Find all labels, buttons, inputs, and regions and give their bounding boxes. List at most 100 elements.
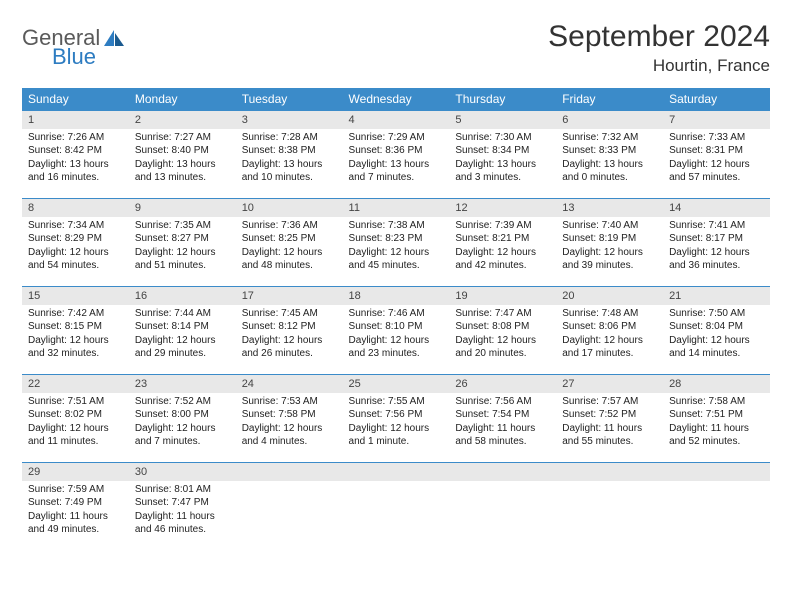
sunset-text: Sunset: 7:49 PM <box>28 496 123 510</box>
day-detail: Sunrise: 7:45 AMSunset: 8:12 PMDaylight:… <box>236 305 343 375</box>
day-number: 3 <box>236 111 343 129</box>
sunrise-text: Sunrise: 7:48 AM <box>562 307 657 321</box>
weekday-header-row: Sunday Monday Tuesday Wednesday Thursday… <box>22 88 770 111</box>
logo: General Blue <box>22 20 126 68</box>
day-number: 21 <box>663 287 770 305</box>
sunset-text: Sunset: 8:02 PM <box>28 408 123 422</box>
sunrise-text: Sunrise: 7:29 AM <box>349 131 444 145</box>
empty-day-detail <box>556 481 663 551</box>
sunrise-text: Sunrise: 7:50 AM <box>669 307 764 321</box>
daylight-line1: Daylight: 12 hours <box>242 246 337 260</box>
sunset-text: Sunset: 8:08 PM <box>455 320 550 334</box>
sunset-text: Sunset: 7:51 PM <box>669 408 764 422</box>
sunrise-text: Sunrise: 8:01 AM <box>135 483 230 497</box>
day-number: 15 <box>22 287 129 305</box>
day-number: 7 <box>663 111 770 129</box>
daylight-line2: and 20 minutes. <box>455 347 550 361</box>
sunset-text: Sunset: 8:12 PM <box>242 320 337 334</box>
daylight-line1: Daylight: 13 hours <box>455 158 550 172</box>
day-body-row: Sunrise: 7:42 AMSunset: 8:15 PM Daylight:… <box>22 305 770 375</box>
day-number: 27 <box>556 375 663 393</box>
day-number: 17 <box>236 287 343 305</box>
weekday-header: Wednesday <box>343 88 450 111</box>
daylight-line2: and 26 minutes. <box>242 347 337 361</box>
sunset-text: Sunset: 7:56 PM <box>349 408 444 422</box>
daylight-line2: and 49 minutes. <box>28 523 123 537</box>
daylight-line2: and 29 minutes. <box>135 347 230 361</box>
day-body-row: Sunrise: 7:26 AMSunset: 8:42 PMDaylight:… <box>22 129 770 199</box>
day-number: 14 <box>663 199 770 217</box>
daylight-line1: Daylight: 11 hours <box>135 510 230 524</box>
daylight-line2: and 42 minutes. <box>455 259 550 273</box>
empty-day-detail <box>343 481 450 551</box>
sunset-text: Sunset: 8:19 PM <box>562 232 657 246</box>
daylight-line2: and 17 minutes. <box>562 347 657 361</box>
day-number: 24 <box>236 375 343 393</box>
day-number: 20 <box>556 287 663 305</box>
day-detail: Sunrise: 7:58 AMSunset: 7:51 PMDaylight:… <box>663 393 770 463</box>
calendar-table: Sunday Monday Tuesday Wednesday Thursday… <box>22 88 770 551</box>
day-detail: Sunrise: 7:30 AMSunset: 8:34 PMDaylight:… <box>449 129 556 199</box>
daylight-line2: and 16 minutes. <box>28 171 123 185</box>
sunset-text: Sunset: 8:40 PM <box>135 144 230 158</box>
empty-day-number <box>663 463 770 481</box>
sunrise-text: Sunrise: 7:56 AM <box>455 395 550 409</box>
sunrise-text: Sunrise: 7:32 AM <box>562 131 657 145</box>
daylight-line2: and 55 minutes. <box>562 435 657 449</box>
daylight-line1: Daylight: 11 hours <box>28 510 123 524</box>
day-body-row: Sunrise: 7:34 AMSunset: 8:29 PMDaylight:… <box>22 217 770 287</box>
sunset-text: Sunset: 8:06 PM <box>562 320 657 334</box>
daylight-line2: and 7 minutes. <box>135 435 230 449</box>
day-number: 23 <box>129 375 236 393</box>
day-number: 26 <box>449 375 556 393</box>
sunrise-text: Sunrise: 7:47 AM <box>455 307 550 321</box>
daylight-line2: and 58 minutes. <box>455 435 550 449</box>
day-detail: Sunrise: 7:51 AMSunset: 8:02 PMDaylight:… <box>22 393 129 463</box>
day-number: 10 <box>236 199 343 217</box>
daylight-line2: and 39 minutes. <box>562 259 657 273</box>
sail-icon <box>102 28 126 48</box>
daylight-line1: Daylight: 12 hours <box>135 334 230 348</box>
daylight-line2: and 36 minutes. <box>669 259 764 273</box>
day-detail: Sunrise: 7:57 AMSunset: 7:52 PMDaylight:… <box>556 393 663 463</box>
sunset-text: Sunset: 8:00 PM <box>135 408 230 422</box>
sunrise-text: Sunrise: 7:41 AM <box>669 219 764 233</box>
sunrise-text: Sunrise: 7:28 AM <box>242 131 337 145</box>
daylight-line1: Daylight: 12 hours <box>562 246 657 260</box>
daylight-line1: Daylight: 11 hours <box>562 422 657 436</box>
day-number: 16 <box>129 287 236 305</box>
sunset-text: Sunset: 8:27 PM <box>135 232 230 246</box>
daylight-line1: Daylight: 12 hours <box>349 422 444 436</box>
sunrise-text: Sunrise: 7:35 AM <box>135 219 230 233</box>
day-number: 2 <box>129 111 236 129</box>
weekday-header: Thursday <box>449 88 556 111</box>
day-body-row: Sunrise: 7:59 AMSunset: 7:49 PMDaylight:… <box>22 481 770 551</box>
sunrise-text: Sunrise: 7:57 AM <box>562 395 657 409</box>
day-detail: Sunrise: 7:53 AMSunset: 7:58 PMDaylight:… <box>236 393 343 463</box>
empty-day-detail <box>449 481 556 551</box>
daylight-line2: and 13 minutes. <box>135 171 230 185</box>
daylight-line2: and 1 minute. <box>349 435 444 449</box>
sunset-text: Sunset: 8:29 PM <box>28 232 123 246</box>
empty-day-number <box>449 463 556 481</box>
day-number: 1 <box>22 111 129 129</box>
day-detail: Sunrise: 7:34 AMSunset: 8:29 PMDaylight:… <box>22 217 129 287</box>
day-number-row: 22232425262728 <box>22 375 770 393</box>
sunrise-text: Sunrise: 7:39 AM <box>455 219 550 233</box>
daylight-line1: Daylight: 12 hours <box>242 422 337 436</box>
sunset-text: Sunset: 8:15 PM <box>28 320 123 334</box>
daylight-line1: Daylight: 13 hours <box>349 158 444 172</box>
daylight-line1: Daylight: 12 hours <box>135 246 230 260</box>
sunrise-text: Sunrise: 7:51 AM <box>28 395 123 409</box>
day-number-row: 1234567 <box>22 111 770 129</box>
sunset-text: Sunset: 8:14 PM <box>135 320 230 334</box>
sunrise-text: Sunrise: 7:36 AM <box>242 219 337 233</box>
sunrise-text: Sunrise: 7:30 AM <box>455 131 550 145</box>
empty-day-number <box>556 463 663 481</box>
weekday-header: Tuesday <box>236 88 343 111</box>
day-detail: Sunrise: 7:55 AMSunset: 7:56 PMDaylight:… <box>343 393 450 463</box>
sunrise-text: Sunrise: 7:42 AM <box>28 307 123 321</box>
sunrise-text: Sunrise: 7:26 AM <box>28 131 123 145</box>
day-number: 19 <box>449 287 556 305</box>
weekday-header: Saturday <box>663 88 770 111</box>
